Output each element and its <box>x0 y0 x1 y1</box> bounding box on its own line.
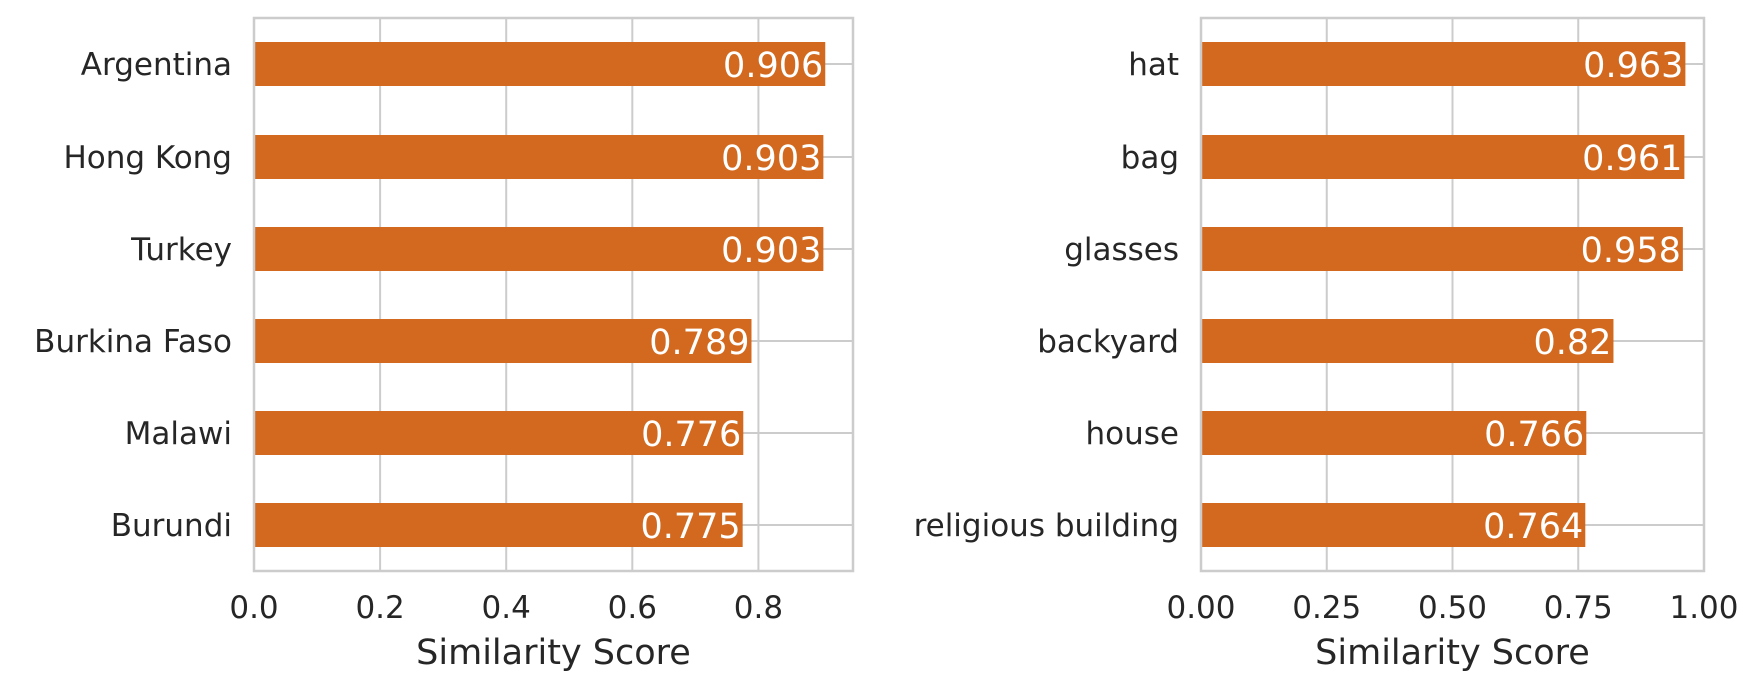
left-data-label: 0.903 <box>721 231 821 271</box>
right-category-label: bag <box>1121 140 1179 176</box>
left-tick-label-x: 0.8 <box>734 590 783 626</box>
right-tick-label-x: 0.25 <box>1292 590 1361 626</box>
right-data-label: 0.764 <box>1483 507 1583 547</box>
left-tick-label-x: 0.4 <box>482 590 531 626</box>
left-x-axis-label: Similarity Score <box>416 633 691 673</box>
right-x-axis-label: Similarity Score <box>1315 633 1590 673</box>
right-category-label: glasses <box>1064 232 1179 268</box>
left-data-label: 0.776 <box>641 415 741 455</box>
left-tick-label-x: 0.0 <box>229 590 278 626</box>
left-bar <box>254 319 752 363</box>
right-tick-label-x: 0.00 <box>1166 590 1235 626</box>
left-tick-label-x: 0.6 <box>608 590 657 626</box>
left-bar <box>254 503 743 547</box>
right-bar <box>1201 42 1686 86</box>
right-bar <box>1201 135 1685 179</box>
right-category-label: hat <box>1128 47 1179 83</box>
left-data-label: 0.906 <box>723 46 823 86</box>
right-data-label: 0.766 <box>1484 415 1584 455</box>
left-tick-label-x: 0.2 <box>355 590 404 626</box>
left-bar <box>254 135 824 179</box>
right-bar <box>1201 411 1587 455</box>
left-data-label: 0.903 <box>721 139 821 179</box>
right-tick-label-x: 0.50 <box>1418 590 1487 626</box>
right-data-label: 0.961 <box>1582 139 1682 179</box>
left-category-label: Hong Kong <box>63 140 232 176</box>
left-data-label: 0.789 <box>649 323 749 363</box>
right-tick-label-x: 1.00 <box>1669 590 1738 626</box>
right-axes-frame <box>1199 16 1706 573</box>
right-category-label: backyard <box>1037 324 1179 360</box>
left-category-label: Turkey <box>130 232 232 268</box>
right-bar <box>1201 227 1683 271</box>
right-bar <box>1201 319 1614 363</box>
right-data-label: 0.82 <box>1534 323 1612 363</box>
right-tick-label-x: 0.75 <box>1544 590 1613 626</box>
right-data-label: 0.963 <box>1583 46 1683 86</box>
left-bar <box>254 227 824 271</box>
left-axes-frame <box>252 16 855 573</box>
left-category-label: Malawi <box>125 416 232 452</box>
left-category-label: Burkina Faso <box>34 324 232 360</box>
right-category-label: house <box>1086 416 1179 452</box>
left-data-label: 0.775 <box>640 507 740 547</box>
right-data-label: 0.958 <box>1581 231 1681 271</box>
left-category-label: Argentina <box>81 47 232 83</box>
right-category-label: religious building <box>914 508 1179 544</box>
left-chart: 0.906 Argentina 0.903 Hong Kong 0.903 Turkey 0… <box>34 16 855 673</box>
left-bar <box>254 42 826 86</box>
left-bar <box>254 411 744 455</box>
left-category-label: Burundi <box>111 508 232 544</box>
right-bar <box>1201 503 1586 547</box>
right-chart: 0.963 hat 0.961 bag 0.958 glasses 0.82 backyard… <box>914 16 1739 673</box>
